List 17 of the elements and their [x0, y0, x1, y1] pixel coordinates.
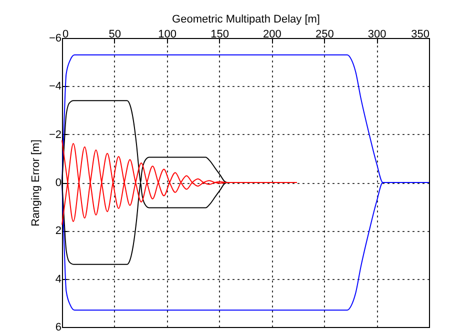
x-tick-label: 100 [158, 28, 177, 40]
x-tick-label: 50 [108, 28, 122, 40]
x-tick-label: 350 [411, 28, 430, 40]
x-tick-label: 250 [315, 28, 334, 40]
x-axis-title: Geometric Multipath Delay [m] [172, 14, 320, 26]
y-axis-title: Ranging Error [m] [30, 140, 42, 226]
y-tick-label: −2 [48, 128, 62, 141]
y-tick-label: 4 [55, 273, 62, 286]
y-tick-label: 0 [55, 177, 62, 189]
y-tick-label: 2 [55, 225, 62, 238]
x-tick-label: 0 [62, 28, 69, 40]
y-tick-label: −4 [48, 80, 62, 93]
x-tick-label: 300 [368, 28, 386, 40]
y-tick-label: −6 [48, 32, 62, 44]
x-tick-label: 200 [263, 28, 282, 40]
y-tick-label: 6 [55, 322, 62, 332]
x-tick-label: 150 [210, 28, 229, 40]
